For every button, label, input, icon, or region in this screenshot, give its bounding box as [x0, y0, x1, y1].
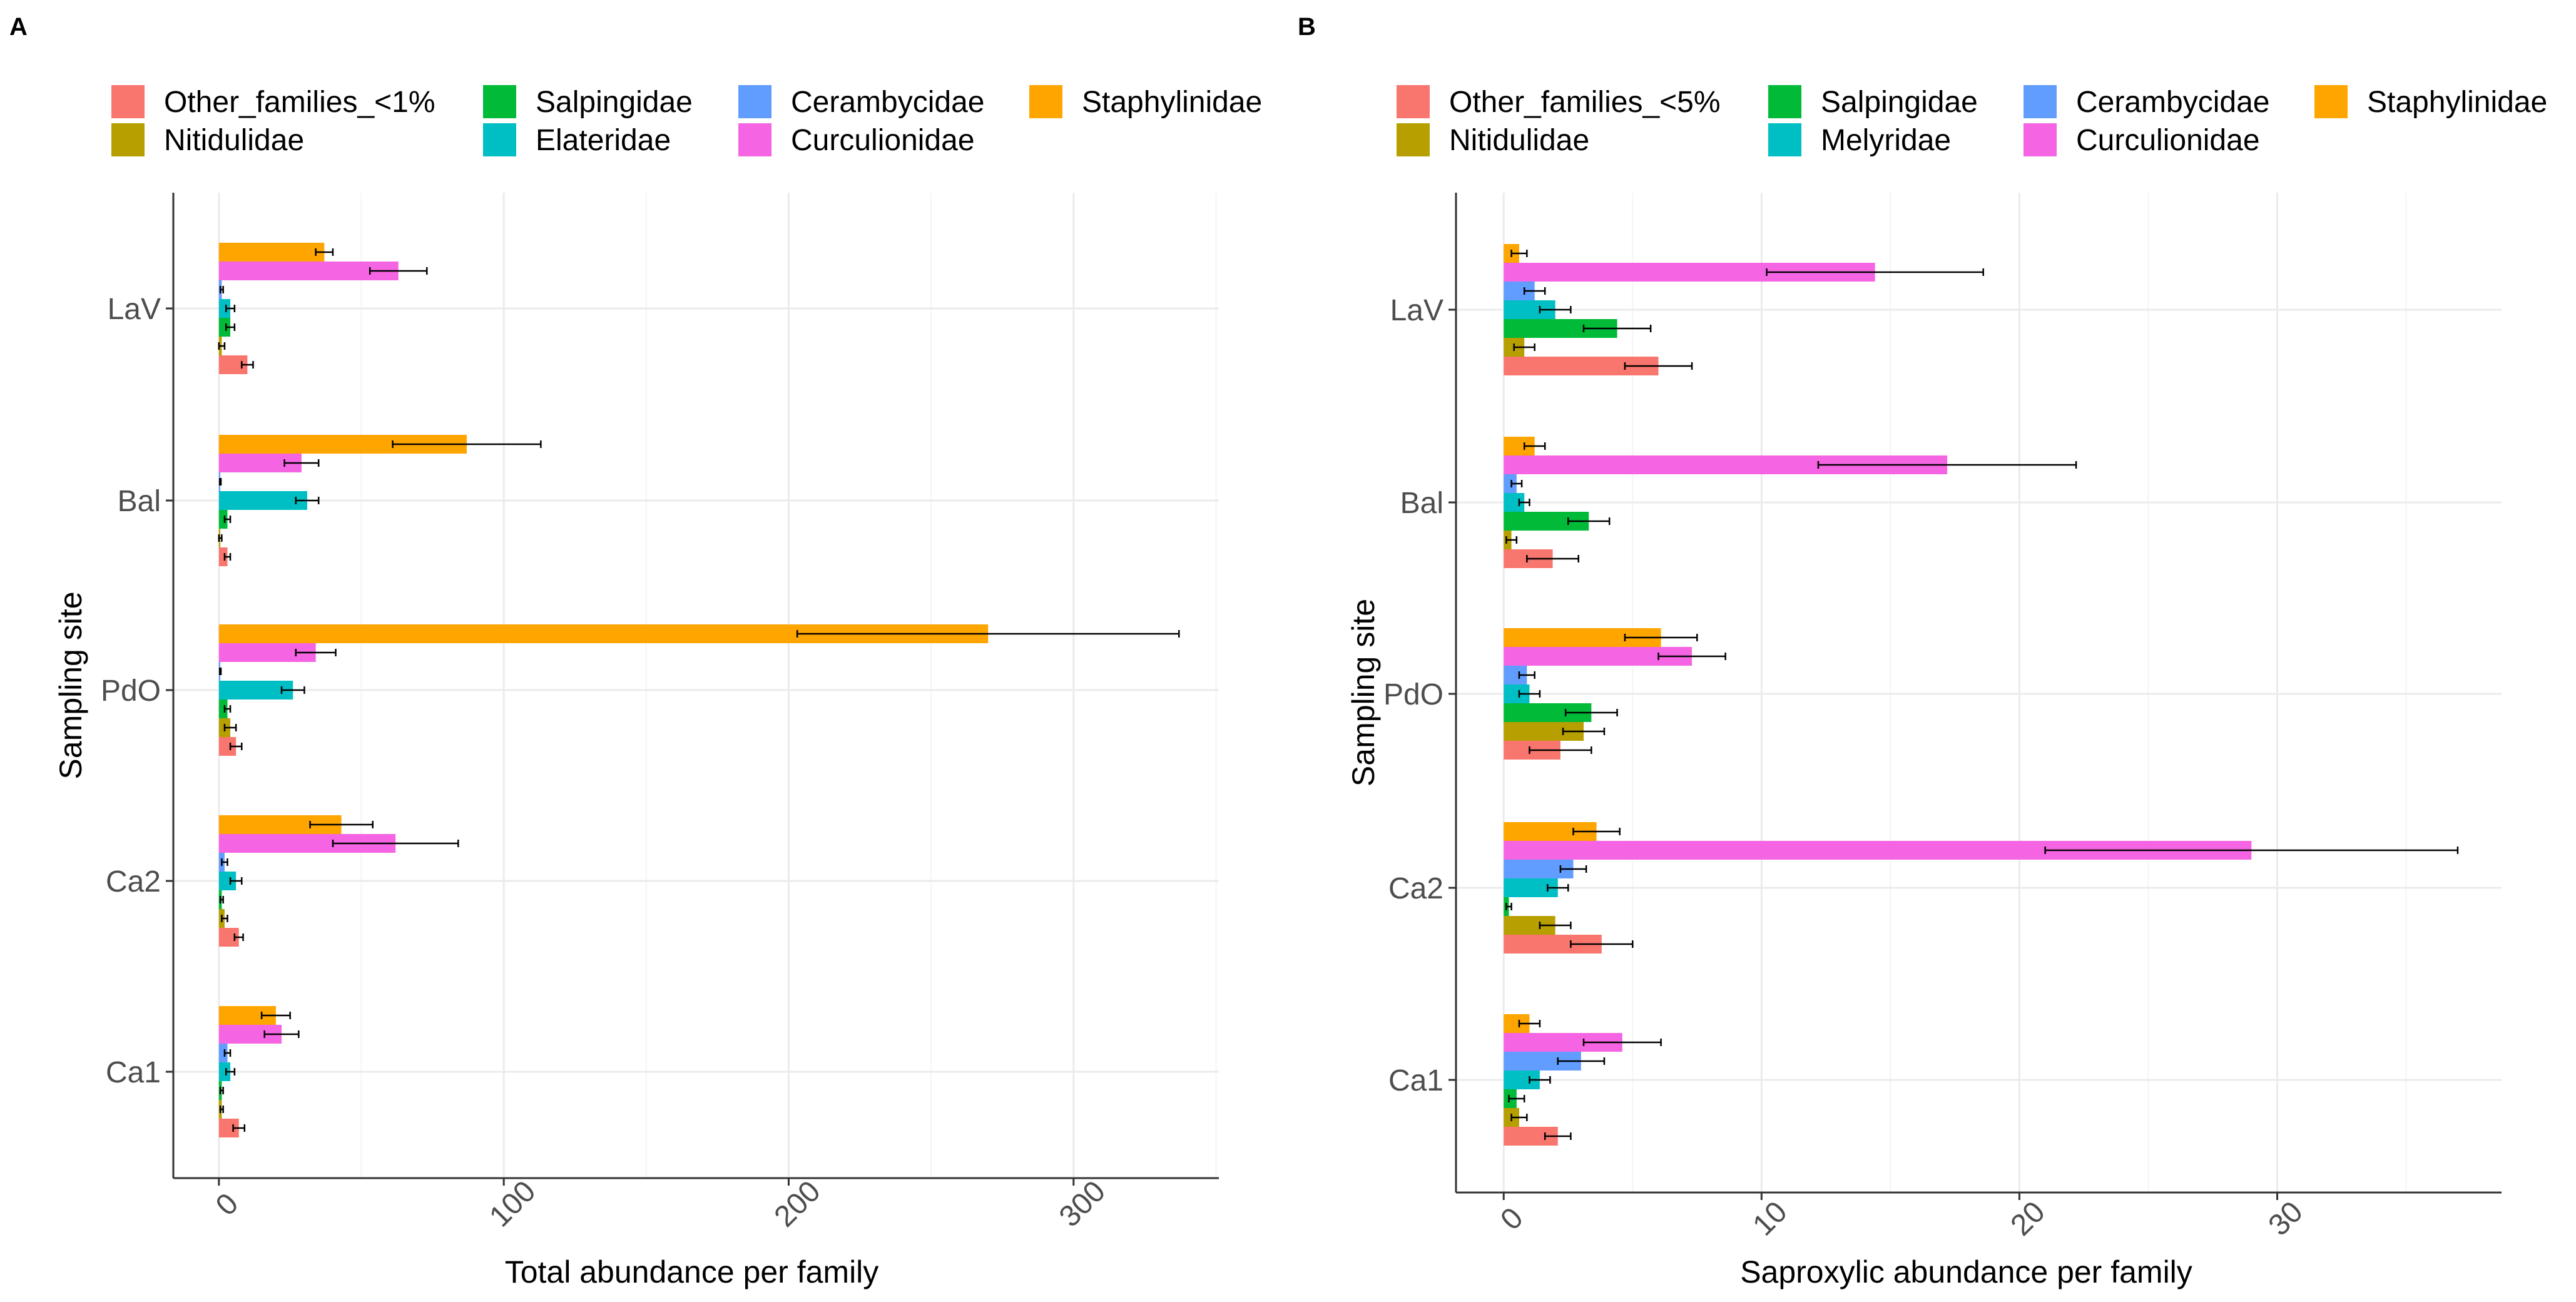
x-axis-title: Saproxylic abundance per family: [1740, 1254, 2192, 1289]
legend-swatch: [2024, 123, 2057, 156]
y-tick-label: Ca1: [106, 1056, 161, 1089]
bar: [218, 1062, 231, 1081]
legend-swatch: [1768, 123, 1801, 156]
x-axis-title: Total abundance per family: [505, 1254, 879, 1289]
legend-swatch: [483, 85, 516, 118]
y-tick-label: PdO: [101, 674, 161, 708]
x-tick-label: 20: [2005, 1195, 2052, 1242]
bar: [218, 547, 228, 566]
x-tick-label: 0: [1494, 1201, 1529, 1236]
legend-label: Elateridae: [536, 124, 671, 157]
bar: [218, 699, 228, 718]
legend-swatch: [1029, 85, 1062, 118]
bar: [218, 510, 228, 529]
legend-swatch: [738, 123, 771, 156]
x-tick-label: 10: [1746, 1195, 1793, 1242]
legend-label: Curculionidae: [2076, 124, 2260, 157]
y-tick-label: LaV: [1390, 294, 1443, 327]
panel-label: B: [1298, 13, 1316, 41]
bar: [218, 299, 231, 318]
panel-label: A: [9, 13, 28, 41]
legend-swatch: [1397, 85, 1430, 118]
legend-swatch: [2024, 85, 2057, 118]
y-axis-title: Sampling site: [53, 591, 88, 779]
panel-a: A Other_families_<1% Salpingidae Cerambycid…: [9, 13, 1262, 1289]
legend-swatch: [111, 85, 145, 118]
legend-label: Nitidulidae: [164, 124, 304, 157]
y-tick-label: Ca2: [1388, 872, 1443, 905]
legend-label: Staphylinidae: [2367, 86, 2547, 119]
x-tick-label: 30: [2263, 1195, 2309, 1242]
legend-label: Other_families_<5%: [1449, 86, 1721, 119]
legend-label: Other_families_<1%: [164, 86, 435, 119]
legend-swatch: [1768, 85, 1801, 118]
bar: [218, 1044, 228, 1062]
bar: [218, 318, 231, 337]
legend-swatch: [1397, 123, 1430, 156]
bar: [1504, 474, 1517, 493]
legend-label: Staphylinidae: [1082, 86, 1262, 119]
legend-label: Melyridae: [1821, 124, 1951, 157]
legend-label: Salpingidae: [1821, 86, 1978, 119]
panel-b: B Other_families_<5% Salpingidae Cerambycid…: [1298, 13, 2547, 1289]
x-tick-label: 0: [210, 1187, 245, 1222]
y-tick-label: Bal: [1400, 487, 1443, 520]
x-tick-label: 200: [768, 1174, 827, 1233]
y-axis-title: Sampling site: [1346, 599, 1381, 786]
bar: [218, 262, 399, 280]
x-tick-label: 300: [1053, 1174, 1112, 1233]
bar: [218, 243, 325, 262]
legend-label: Cerambycidae: [2076, 86, 2269, 119]
legend-swatch: [111, 123, 145, 156]
legend-swatch: [738, 85, 771, 118]
legend-label: Cerambycidae: [791, 86, 984, 119]
bar: [218, 491, 307, 510]
legend-label: Curculionidae: [791, 124, 975, 157]
y-tick-label: Bal: [118, 485, 161, 518]
y-tick-label: Ca2: [106, 865, 161, 898]
y-tick-label: LaV: [108, 293, 161, 326]
x-tick-label: 100: [483, 1174, 542, 1233]
legend-label: Nitidulidae: [1449, 124, 1589, 157]
legend-swatch: [2314, 85, 2348, 118]
bar: [218, 681, 293, 699]
y-tick-label: Ca1: [1388, 1064, 1443, 1097]
legend-swatch: [483, 123, 516, 156]
y-tick-label: PdO: [1383, 678, 1443, 711]
legend-label: Salpingidae: [536, 86, 693, 119]
